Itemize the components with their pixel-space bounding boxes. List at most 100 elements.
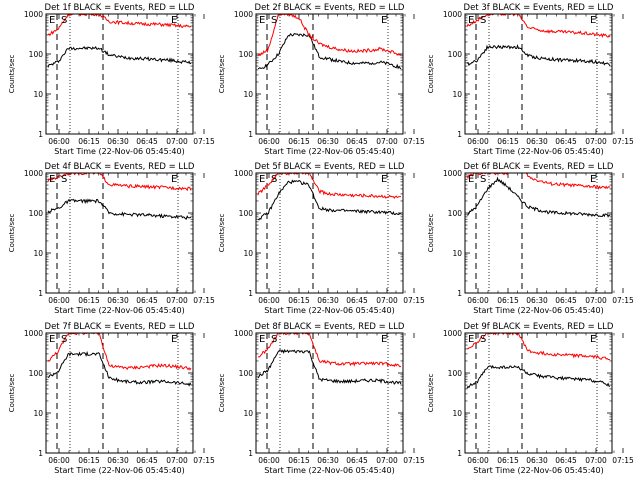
y-tick-label: 10 [452,249,462,258]
x-axis-label: Start Time (22-Nov-06 05:45:40) [54,466,184,475]
y-tick-label: 100 [239,50,254,59]
y-axis-label: Counts/sec [427,214,435,253]
y-tick-label: 10 [243,249,253,258]
x-tick-label: 06:30 [526,456,548,465]
x-tick-label: 06:45 [136,137,158,146]
x-tick-label: 06:15 [78,296,100,305]
y-tick-label: 100 [239,369,254,378]
x-tick-label: 06:45 [346,296,368,305]
y-tick-label: 100 [29,369,44,378]
y-tick-label: 100 [29,50,44,59]
x-tick-label: 07:00 [376,456,398,465]
phase-marker-label: E [381,334,387,345]
x-tick-label: 07:15 [193,296,215,305]
y-tick-label: 1 [38,289,43,298]
x-tick-label: 07:15 [612,456,634,465]
lld-series-line [257,173,401,199]
y-tick-label: 1 [248,449,253,458]
y-tick-label: 10 [33,249,43,258]
events-series-line [466,176,611,218]
x-tick-label: 06:00 [467,296,489,305]
phase-marker-label: E [468,15,474,26]
y-tick-label: 10 [452,409,462,418]
x-tick-label: 06:30 [317,137,339,146]
x-tick-label: 06:00 [48,296,70,305]
plot-frame [464,13,613,135]
x-tick-label: 06:30 [107,456,129,465]
detector-panel: Det 4f BLACK = Events, RED = LLD Counts/s… [8,162,215,315]
phase-marker-label: E [590,15,596,26]
y-tick-label: 1 [248,289,253,298]
detector-panel: Det 5f BLACK = Events, RED = LLD Counts/s… [218,162,425,315]
events-series-line [47,198,192,220]
y-tick-label: 1 [457,130,462,139]
x-tick-label: 06:30 [526,296,548,305]
x-tick-label: 06:30 [107,296,129,305]
phase-marker-label: E [381,15,387,26]
lld-series-line [466,14,611,39]
detector-panel: Det 3f BLACK = Events, RED = LLD Counts/s… [427,3,634,156]
y-tick-label: 1 [38,130,43,139]
lld-series-line [466,173,611,191]
phase-marker-label: S [271,174,277,185]
x-tick-label: 07:00 [166,137,188,146]
x-tick-label: 07:00 [585,456,607,465]
x-tick-label: 06:30 [526,137,548,146]
y-tick-label: 1000 [443,10,462,19]
phase-marker-label: S [61,174,67,185]
x-tick-label: 06:30 [317,296,339,305]
detector-panel: Det 6f BLACK = Events, RED = LLD Counts/s… [427,162,634,315]
y-tick-label: 1000 [234,329,253,338]
phase-marker-label: E [171,334,177,345]
x-tick-label: 07:00 [376,296,398,305]
phase-marker-label: E [49,15,55,26]
plot-frame [464,332,613,454]
y-axis-label: Counts/sec [8,374,16,413]
panel-title: Det 1f BLACK = Events, RED = LLD [45,3,195,13]
x-tick-label: 07:00 [166,296,188,305]
x-tick-label: 06:00 [258,137,280,146]
lld-series-line [467,333,611,361]
y-tick-label: 1 [248,130,253,139]
panel-title: Det 5f BLACK = Events, RED = LLD [255,162,405,172]
phase-marker-label: S [271,15,277,26]
y-axis-label: Counts/sec [427,374,435,413]
phase-marker-label: S [61,334,67,345]
y-axis-label: Counts/sec [8,55,16,94]
phase-marker-label: E [171,174,177,185]
x-axis-label: Start Time (22-Nov-06 05:45:40) [473,466,603,475]
y-tick-label: 100 [448,50,463,59]
x-tick-label: 06:15 [497,456,519,465]
x-tick-label: 06:15 [288,296,310,305]
lld-series-line [47,14,192,37]
plot-frame [255,172,404,294]
x-axis-label: Start Time (22-Nov-06 05:45:40) [54,147,184,156]
x-axis-label: Start Time (22-Nov-06 05:45:40) [264,147,394,156]
y-tick-label: 1000 [443,169,462,178]
x-tick-label: 06:45 [136,456,158,465]
x-tick-label: 06:00 [258,296,280,305]
x-tick-label: 07:15 [193,137,215,146]
y-tick-label: 100 [239,209,254,218]
x-axis-label: Start Time (22-Nov-06 05:45:40) [473,147,603,156]
lld-series-line [47,333,192,371]
x-tick-label: 06:00 [467,456,489,465]
x-axis-label: Start Time (22-Nov-06 05:45:40) [473,306,603,315]
plot-frame [255,13,404,135]
phase-marker-label: E [590,174,596,185]
phase-marker-label: E [49,174,55,185]
y-tick-label: 10 [243,90,253,99]
y-tick-label: 1000 [234,169,253,178]
x-tick-label: 06:00 [467,137,489,146]
x-tick-label: 06:45 [555,296,577,305]
phase-marker-label: E [49,334,55,345]
lld-series-line [47,173,192,192]
events-series-line [466,44,611,67]
x-tick-label: 06:15 [497,137,519,146]
phase-marker-label: S [480,334,486,345]
y-axis-label: Counts/sec [427,55,435,94]
x-tick-label: 07:15 [403,296,425,305]
panel-title: Det 2f BLACK = Events, RED = LLD [255,3,405,13]
x-tick-label: 06:15 [288,137,310,146]
